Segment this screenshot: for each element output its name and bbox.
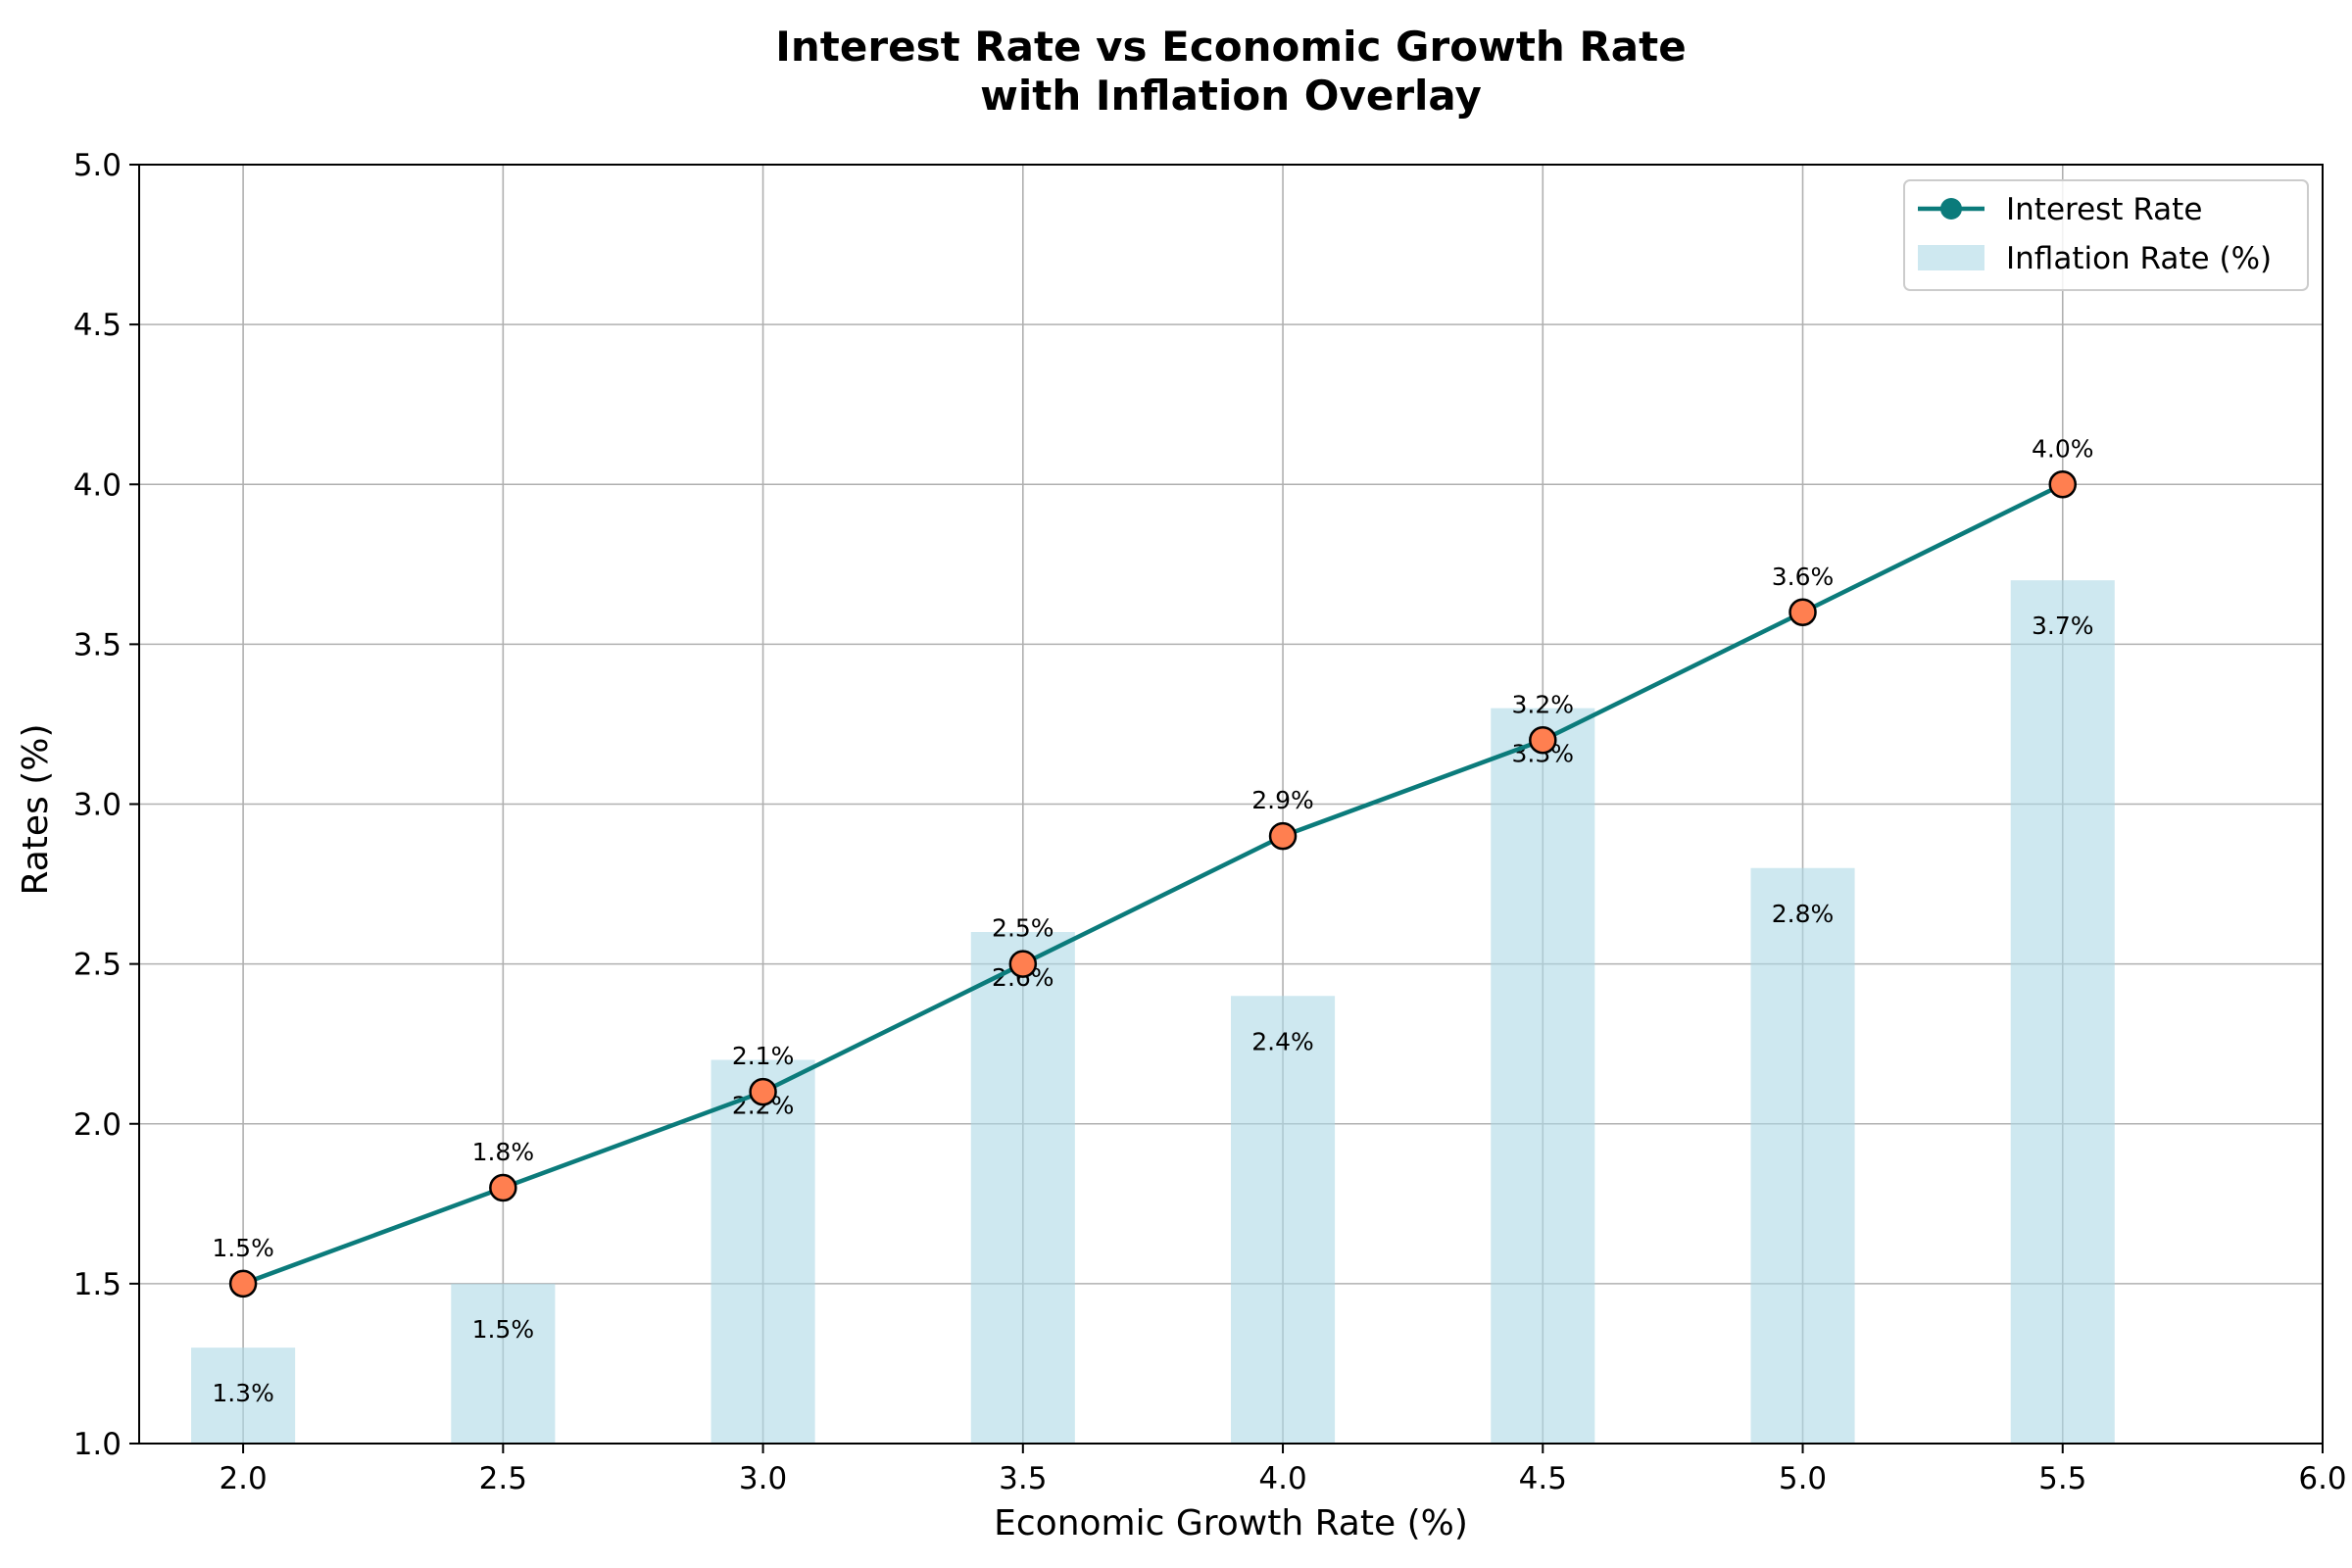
interest-rate-point-label: 2.5%: [992, 914, 1054, 943]
inflation-bar: [1491, 708, 1595, 1444]
interest-rate-point: [1788, 598, 1817, 626]
y-tick-label: 2.5: [74, 948, 122, 983]
interest-rate-point-label: 2.1%: [732, 1042, 795, 1070]
inflation-bar: [2010, 580, 2115, 1444]
inflation-bar: [710, 1059, 815, 1444]
legend-marker-swatch: [1940, 198, 1962, 220]
inflation-bar: [1750, 867, 1855, 1444]
y-axis-ticks: 1.0 1.5 2.0 2.5 3.0 3.5 4.0 4.5 5.0: [74, 148, 139, 1462]
x-tick-label: 6.0: [2298, 1461, 2346, 1496]
interest-rate-labels: 1.5% 1.8% 2.1% 2.5% 2.9% 3.2% 3.6% 4.0%: [212, 434, 2093, 1262]
x-tick-label: 2.0: [219, 1461, 267, 1496]
inflation-bar-labels: 1.3%1.5%2.2%2.6%2.4%3.3%2.8%3.7%: [212, 612, 2093, 1407]
interest-rate-polyline: [242, 482, 2064, 1286]
x-tick-label: 5.0: [1779, 1461, 1827, 1496]
y-tick-label: 5.0: [74, 148, 122, 183]
y-tick-label: 2.0: [74, 1107, 122, 1143]
legend-label-interest-rate: Interest Rate: [2006, 192, 2202, 227]
legend: Interest Rate Inflation Rate (%): [1903, 179, 2309, 291]
inflation-bar: [1231, 996, 1336, 1444]
interest-rate-point: [749, 1077, 777, 1106]
interest-rate-markers: [228, 470, 2078, 1298]
x-tick-label: 5.5: [2038, 1461, 2086, 1496]
interest-rate-point-label: 3.6%: [1772, 563, 1835, 591]
inflation-bar-label: 1.5%: [472, 1315, 535, 1344]
y-tick-label: 1.0: [74, 1427, 122, 1462]
x-axis-label: Economic Growth Rate (%): [994, 1503, 1468, 1544]
legend-bar-swatch: [1918, 245, 1984, 270]
interest-rate-point: [228, 1269, 258, 1298]
x-tick-label: 3.0: [739, 1461, 787, 1496]
x-axis-ticks: 2.0 2.5 3.0 3.5 4.0 4.5 5.0 5.5 6.0: [219, 1444, 2347, 1496]
chart-title-line-2: with Inflation Overlay: [980, 72, 1482, 120]
y-tick-label: 4.0: [74, 467, 122, 503]
inflation-bar: [451, 1283, 556, 1444]
interest-rate-point-label: 4.0%: [2032, 434, 2094, 463]
x-tick-label: 2.5: [479, 1461, 527, 1496]
chart-title: Interest Rate vs Economic Growth Rate wi…: [775, 23, 1686, 120]
interest-rate-point: [1268, 821, 1298, 851]
interest-rate-point: [489, 1173, 517, 1202]
chart-title-line-1: Interest Rate vs Economic Growth Rate: [775, 23, 1686, 71]
x-tick-label: 4.5: [1519, 1461, 1567, 1496]
inflation-bar: [191, 1348, 296, 1444]
interest-rate-point-label: 3.2%: [1512, 690, 1575, 718]
x-tick-label: 3.5: [999, 1461, 1047, 1496]
inflation-bar-label: 1.3%: [212, 1379, 274, 1407]
interest-rate-point: [1008, 950, 1038, 978]
x-tick-label: 4.0: [1258, 1461, 1306, 1496]
inflation-bar-label: 2.8%: [1772, 900, 1835, 928]
y-tick-label: 3.5: [74, 627, 122, 662]
y-tick-label: 4.5: [74, 308, 122, 343]
inflation-bar-label: 3.7%: [2032, 612, 2094, 640]
interest-rate-line: [242, 482, 2064, 1286]
inflation-bar-label: 2.4%: [1251, 1027, 1314, 1055]
interest-rate-point-label: 2.9%: [1251, 786, 1314, 814]
legend-label-inflation-rate: Inflation Rate (%): [2006, 241, 2272, 276]
interest-rate-point-label: 1.8%: [472, 1138, 535, 1166]
inflation-bars: [191, 580, 2115, 1444]
interest-rate-point-label: 1.5%: [212, 1234, 274, 1262]
interest-rate-point: [2048, 470, 2078, 499]
y-axis-label: Rates (%): [16, 723, 56, 895]
inflation-bar: [970, 932, 1075, 1444]
interest-rate-point: [1529, 726, 1557, 755]
legend-box: [1903, 179, 2309, 291]
y-tick-label: 3.0: [74, 788, 122, 823]
y-tick-label: 1.5: [74, 1267, 122, 1302]
